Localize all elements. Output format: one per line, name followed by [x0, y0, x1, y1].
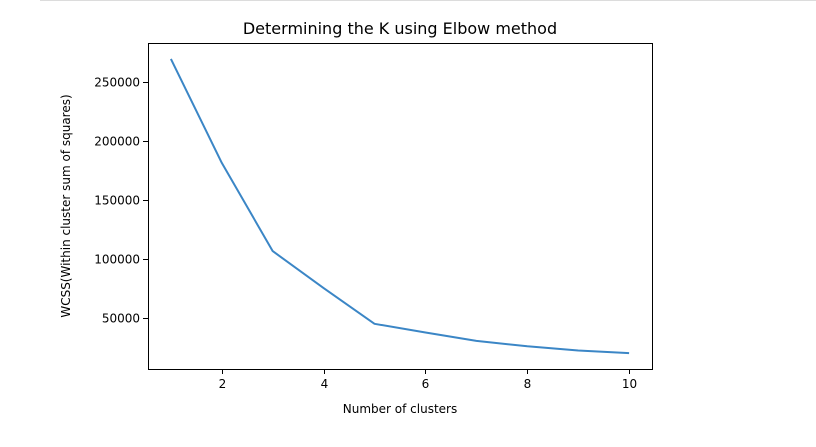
x-axis: 2 4 6 8 10 [219, 369, 637, 391]
y-tick-label: 150000 [94, 194, 140, 208]
y-axis: 50000 100000 150000 200000 250000 [94, 76, 148, 326]
x-tick-label: 2 [219, 377, 227, 391]
notebook-cell-border [40, 0, 816, 1]
y-axis-label: WCSS(Within cluster sum of squares) [59, 94, 73, 317]
y-tick-label: 100000 [94, 253, 140, 267]
plot-frame [148, 43, 653, 370]
x-tick-label: 4 [321, 377, 329, 391]
chart-title: Determining the K using Elbow method [243, 19, 557, 38]
series-line [170, 58, 630, 355]
x-axis-label: Number of clusters [343, 402, 457, 416]
x-tick-label: 10 [622, 377, 637, 391]
y-tick-label: 250000 [94, 76, 140, 90]
series-group [170, 58, 630, 355]
x-tick-label: 8 [524, 377, 532, 391]
x-tick-label: 6 [422, 377, 430, 391]
y-tick-label: 200000 [94, 135, 140, 149]
y-tick-label: 50000 [102, 312, 140, 326]
